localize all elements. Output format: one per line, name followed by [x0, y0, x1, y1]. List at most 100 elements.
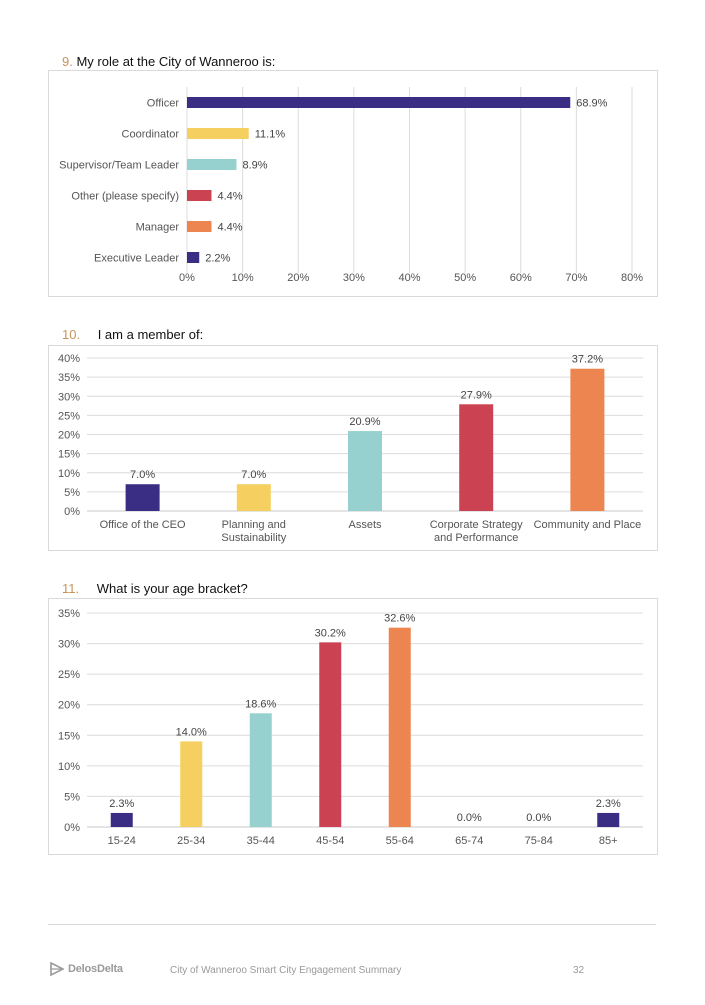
- data-label: 7.0%: [241, 469, 266, 481]
- data-label: 27.9%: [461, 389, 492, 401]
- data-label: 7.0%: [130, 469, 155, 481]
- data-label: 8.9%: [243, 160, 268, 172]
- bar: [187, 190, 212, 201]
- category-label: 35-44: [247, 835, 275, 847]
- category-label: Other (please specify): [71, 191, 179, 203]
- bar: [459, 404, 494, 511]
- member-chart-panel: 0% 5% 10% 15% 20% 25% 30% 35% 40% 7.0% Office of t…: [48, 345, 658, 551]
- question-text: What is your age bracket?: [96, 581, 248, 596]
- data-label: 37.2%: [572, 354, 603, 366]
- data-label: 68.9%: [576, 98, 607, 110]
- x-tick-label: 40%: [398, 272, 420, 284]
- data-label: 2.3%: [596, 798, 621, 810]
- bar: [348, 431, 382, 511]
- y-tick-label: 5%: [64, 487, 80, 499]
- logo-text: DelosDelta: [68, 963, 123, 975]
- data-label: 4.4%: [217, 222, 242, 234]
- role-chart-panel: 0% 10% 20% 30% 40% 50% 60% 70% 80% Officer 68.9% Co…: [48, 70, 658, 297]
- category-label: Executive Leader: [94, 253, 179, 265]
- y-tick-label: 15%: [58, 730, 80, 742]
- x-tick-label: 80%: [621, 272, 643, 284]
- data-label: 18.6%: [245, 698, 276, 710]
- x-tick-label: 30%: [343, 272, 365, 284]
- category-label: Community and Place: [534, 519, 642, 531]
- category-label: Planning and: [222, 519, 286, 531]
- category-label: 55-64: [386, 835, 414, 847]
- category-label: Corporate Strategy: [430, 519, 523, 531]
- age-chart-panel: 0% 5% 10% 15% 20% 25% 30% 35% 2.3% 15-24 14.0% 25-3…: [48, 598, 658, 855]
- question-number: 11.: [62, 581, 80, 596]
- data-label: 4.4%: [217, 191, 242, 203]
- category-label: Sustainability: [221, 532, 286, 544]
- data-label: 32.6%: [384, 613, 415, 625]
- role-bar-chart: 0% 10% 20% 30% 40% 50% 60% 70% 80% Officer 68.9% Co…: [59, 87, 643, 284]
- x-tick-label: 60%: [510, 272, 532, 284]
- bar: [570, 368, 605, 511]
- y-tick-label: 25%: [58, 410, 80, 422]
- age-bar-chart: 0% 5% 10% 15% 20% 25% 30% 35% 2.3% 15-24 14.0% 25-3…: [58, 608, 643, 847]
- question-number: 10.: [62, 327, 81, 342]
- x-tick-label: 50%: [454, 272, 476, 284]
- bar: [187, 221, 212, 232]
- category-label: 15-24: [108, 835, 136, 847]
- y-tick-label: 15%: [58, 449, 80, 461]
- bar: [249, 713, 272, 827]
- bar: [187, 128, 249, 139]
- category-label: Assets: [348, 519, 382, 531]
- y-tick-label: 10%: [58, 468, 80, 480]
- bar: [187, 159, 237, 170]
- category-label: 75-84: [525, 835, 553, 847]
- y-tick-label: 5%: [64, 791, 80, 803]
- delta-logo-icon: [50, 962, 64, 976]
- bar: [388, 627, 411, 827]
- bar: [319, 642, 342, 827]
- data-label: 0.0%: [526, 812, 551, 824]
- bar: [125, 484, 160, 511]
- y-tick-label: 35%: [58, 608, 80, 620]
- question-11-title: 11. What is your age bracket?: [62, 581, 248, 596]
- data-label: 2.2%: [205, 253, 230, 265]
- page-number: 32: [573, 965, 585, 976]
- y-tick-label: 35%: [58, 372, 80, 384]
- question-number: 9.: [62, 54, 73, 69]
- bar: [187, 97, 571, 108]
- y-tick-label: 10%: [58, 761, 80, 773]
- question-10-title: 10. I am a member of:: [62, 327, 203, 342]
- category-label: 85+: [599, 835, 618, 847]
- bar: [180, 741, 203, 827]
- footer-logo: DelosDelta: [50, 962, 123, 976]
- member-bar-chart: 0% 5% 10% 15% 20% 25% 30% 35% 40% 7.0% Office of t…: [58, 353, 643, 544]
- bar: [110, 812, 133, 827]
- category-label: Officer: [147, 98, 180, 110]
- y-tick-label: 30%: [58, 391, 80, 403]
- question-9-title: 9. My role at the City of Wanneroo is:: [62, 54, 275, 69]
- y-tick-label: 20%: [58, 700, 80, 712]
- bar: [236, 484, 271, 511]
- category-label: 65-74: [455, 835, 483, 847]
- category-label: and Performance: [434, 532, 518, 544]
- x-tick-label: 10%: [232, 272, 254, 284]
- y-tick-label: 0%: [64, 506, 80, 518]
- y-tick-label: 40%: [58, 353, 80, 365]
- category-label: 25-34: [177, 835, 205, 847]
- data-label: 14.0%: [176, 726, 207, 738]
- category-label: Coordinator: [122, 129, 180, 141]
- y-tick-label: 20%: [58, 430, 80, 442]
- question-text: I am a member of:: [97, 327, 204, 342]
- category-label: Office of the CEO: [100, 519, 186, 531]
- bar: [597, 812, 620, 827]
- bar: [187, 252, 200, 263]
- document-title: City of Wanneroo Smart City Engagement S…: [170, 965, 402, 976]
- x-tick-label: 0%: [179, 272, 195, 284]
- data-label: 30.2%: [315, 627, 346, 639]
- footer-divider: [48, 924, 656, 925]
- category-label: Manager: [136, 222, 180, 234]
- category-label: Supervisor/Team Leader: [59, 160, 179, 172]
- y-tick-label: 25%: [58, 669, 80, 681]
- category-label: 45-54: [316, 835, 344, 847]
- data-label: 2.3%: [109, 798, 134, 810]
- question-text: My role at the City of Wanneroo is:: [76, 54, 276, 69]
- data-label: 0.0%: [457, 812, 482, 824]
- y-tick-label: 0%: [64, 822, 80, 834]
- x-tick-label: 70%: [565, 272, 587, 284]
